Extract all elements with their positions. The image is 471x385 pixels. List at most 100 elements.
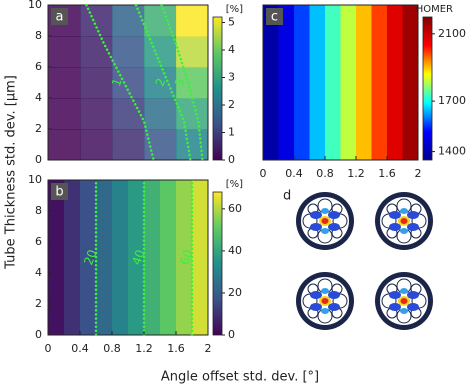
- panel-label: d: [283, 189, 291, 204]
- x-tick-label: 0: [260, 167, 267, 180]
- y-tick-label: 6: [35, 60, 42, 73]
- contour-line: [160, 3, 204, 162]
- colorbar-tick-label: 1: [228, 126, 235, 139]
- colorbar-title: [%]: [226, 4, 243, 15]
- colorbar-title: HOMER: [416, 4, 453, 15]
- contour-label: 3: [172, 76, 188, 88]
- heatmap-cell: [278, 5, 295, 161]
- heatmap-cell: [192, 180, 209, 336]
- heatmap-cell: [96, 180, 113, 336]
- heatmap-cell: [144, 129, 177, 161]
- x-axis-title: Angle offset std. dev. [°]: [161, 370, 319, 385]
- heatmap-cell: [80, 67, 113, 99]
- y-tick-label: 2: [35, 297, 42, 310]
- heatmap-cell: [402, 5, 419, 161]
- heatmap-cell: [340, 5, 357, 161]
- x-tick-label: 0.8: [103, 342, 121, 355]
- contour-line: [134, 3, 192, 162]
- heatmap-cell: [387, 5, 403, 161]
- y-tick-label: 6: [35, 235, 42, 248]
- colorbar-tick-label: 1700: [438, 94, 466, 107]
- colorbar-tick-label: 20: [228, 286, 242, 299]
- y-tick-label: 4: [35, 91, 42, 104]
- x-tick-label: 0.8: [316, 167, 334, 180]
- colorbar-tick-label: 2100: [438, 27, 466, 40]
- heatmap-cell: [112, 180, 129, 336]
- heatmap-cell: [112, 5, 145, 37]
- colorbar: [422, 16, 433, 161]
- heatmap-cell: [112, 98, 145, 130]
- heatmap-cell: [144, 98, 177, 130]
- y-tick-label: 8: [35, 204, 42, 217]
- colorbar-tick-label: 3: [228, 71, 235, 84]
- colorbar: [212, 16, 223, 161]
- heatmap-cell: [80, 5, 113, 37]
- heatmap-cell: [112, 129, 145, 161]
- x-tick-label: 2: [205, 342, 212, 355]
- plot-frame: [47, 179, 209, 336]
- x-tick-label: 1.2: [135, 342, 153, 355]
- panel-label-box: [51, 8, 68, 25]
- y-tick-label: 4: [35, 266, 42, 279]
- panel-label-box: [266, 8, 283, 25]
- heatmap-cell: [80, 180, 97, 336]
- heatmap-cell: [356, 5, 372, 161]
- y-tick-label: 0: [35, 328, 42, 341]
- y-axis-title: Tube Thickness std. dev. [µm]: [4, 75, 19, 270]
- plot-frame: [47, 4, 209, 161]
- heatmap-cell: [176, 129, 209, 161]
- heatmap-cell: [176, 180, 193, 336]
- x-tick-label: 1.6: [378, 167, 396, 180]
- heatmap-cell: [294, 5, 310, 161]
- x-tick-label: 1.2: [347, 167, 365, 180]
- contour-label: 40: [129, 248, 147, 267]
- colorbar-tick-label: 2: [228, 98, 235, 111]
- panel-d-images: [295, 191, 434, 331]
- colorbar-tick-label: 4: [228, 43, 235, 56]
- heatmap-cell: [309, 5, 326, 161]
- contour-line: [85, 3, 155, 162]
- x-tick-label: 2: [415, 167, 422, 180]
- heatmap-cell: [176, 5, 209, 37]
- colorbar-tick-label: 60: [228, 202, 242, 215]
- heatmap-cell: [80, 36, 113, 68]
- heatmap-cell: [176, 67, 209, 99]
- y-tick-label: 10: [28, 173, 42, 186]
- heatmap-cell: [48, 67, 81, 99]
- y-tick-label: 8: [35, 29, 42, 42]
- heatmap-cell: [371, 5, 388, 161]
- panel-label: c: [271, 10, 278, 25]
- colorbar-tick-label: 5: [228, 16, 235, 29]
- colorbar: [212, 191, 223, 336]
- y-tick-label: 10: [28, 0, 42, 11]
- x-tick-label: 0.4: [71, 342, 89, 355]
- heatmap-cell: [80, 129, 113, 161]
- contour-label: 1: [109, 76, 125, 88]
- x-tick-label: 0: [45, 342, 52, 355]
- panel-label: b: [55, 185, 63, 200]
- panel-label-box: [51, 183, 68, 200]
- x-tick-label: 1.6: [167, 342, 185, 355]
- heatmap-cell: [48, 129, 81, 161]
- heatmap-cell: [144, 180, 161, 336]
- x-tick-label: 0.4: [285, 167, 303, 180]
- heatmap-cell: [325, 5, 341, 161]
- contour-label: 20: [81, 248, 99, 267]
- heatmap-cell: [48, 98, 81, 130]
- heatmap-cell: [48, 180, 65, 336]
- heatmap-cell: [112, 36, 145, 68]
- heatmap-cell: [128, 180, 145, 336]
- heatmap-cell: [80, 98, 113, 130]
- y-tick-label: 0: [35, 153, 42, 166]
- colorbar-title: [%]: [226, 179, 243, 190]
- heatmap-cell: [144, 67, 177, 99]
- colorbar-tick-label: 0: [228, 328, 235, 341]
- heatmap-cell: [160, 180, 177, 336]
- colorbar-tick-label: 0: [228, 153, 235, 166]
- contour-label: 2: [153, 76, 169, 88]
- colorbar-tick-label: 40: [228, 244, 242, 257]
- panel-label: a: [56, 10, 64, 25]
- heatmap-cell: [64, 180, 81, 336]
- contour-label: 60: [177, 248, 195, 267]
